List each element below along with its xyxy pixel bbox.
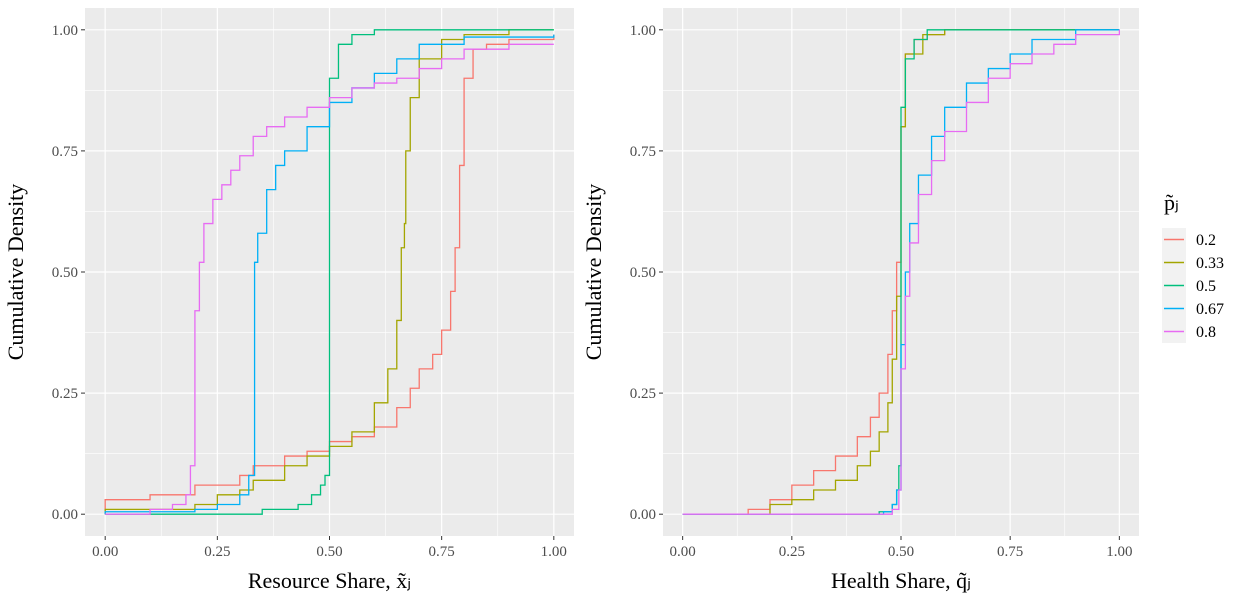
left-ticks: 0.00 0.25 0.50 0.75 1.00 0.00 0.25 0.50 0.75 1.00 [52, 23, 567, 560]
y-tick-label: 0.75 [630, 144, 656, 160]
x-tick-label: 0.50 [316, 544, 342, 560]
legend-label: 0.33 [1196, 255, 1224, 272]
y-tick-label: 0.75 [52, 144, 78, 160]
series-line-0_67 [104, 34, 555, 515]
series-line-0_33 [104, 29, 554, 515]
right-series [682, 29, 1120, 515]
legend-title: p̃ⱼ [1164, 190, 1179, 215]
x-tick-label: 0.00 [92, 544, 118, 560]
right-panel: 0.00 0.25 0.50 0.75 1.00 0.00 0.25 0.50 0.75 1.00… [581, 8, 1139, 593]
series-line-0_2 [104, 34, 555, 515]
legend-label: 0.2 [1196, 232, 1216, 249]
x-tick-label: 0.75 [429, 544, 455, 560]
left-series [104, 29, 555, 515]
y-tick-label: 0.00 [52, 507, 78, 523]
legend-label: 0.67 [1196, 301, 1224, 318]
x-tick-label: 0.75 [997, 544, 1023, 560]
series-line-0_67 [682, 29, 1120, 515]
left-y-axis-label: Cumulative Density [3, 184, 28, 361]
right-x-axis-label: Health Share, q̃ⱼ [831, 568, 971, 593]
legend-items: 0.2 0.33 0.5 0.67 0.8 [1162, 228, 1224, 343]
left-x-axis-label: Resource Share, x̃ⱼ [248, 568, 411, 593]
legend-label: 0.5 [1196, 278, 1216, 295]
x-tick-label: 0.00 [670, 544, 696, 560]
y-tick-label: 0.25 [52, 386, 78, 402]
y-tick-label: 0.50 [630, 265, 656, 281]
right-ticks: 0.00 0.25 0.50 0.75 1.00 0.00 0.25 0.50 0.75 1.00 [630, 23, 1133, 560]
series-line-0_8 [105, 43, 554, 515]
x-tick-label: 0.50 [888, 544, 914, 560]
x-tick-label: 0.25 [779, 544, 805, 560]
left-panel: 0.00 0.25 0.50 0.75 1.00 0.00 0.25 0.50 0.75 1.00… [3, 8, 574, 593]
series-line-0_5 [682, 29, 1120, 515]
x-tick-label: 0.25 [204, 544, 230, 560]
right-y-axis-label: Cumulative Density [581, 184, 606, 361]
series-line-0_5 [105, 29, 554, 515]
y-tick-label: 0.00 [630, 507, 656, 523]
x-tick-label: 1.00 [1106, 544, 1132, 560]
y-tick-label: 0.50 [52, 265, 78, 281]
x-tick-label: 1.00 [541, 544, 567, 560]
series-line-0_8 [682, 29, 1120, 515]
y-tick-label: 0.25 [630, 386, 656, 402]
y-tick-label: 1.00 [52, 23, 78, 39]
legend-label: 0.8 [1196, 324, 1216, 341]
legend: p̃ⱼ 0.2 0.33 0.5 0.67 0.8 [1162, 190, 1224, 343]
y-tick-label: 1.00 [630, 23, 656, 39]
